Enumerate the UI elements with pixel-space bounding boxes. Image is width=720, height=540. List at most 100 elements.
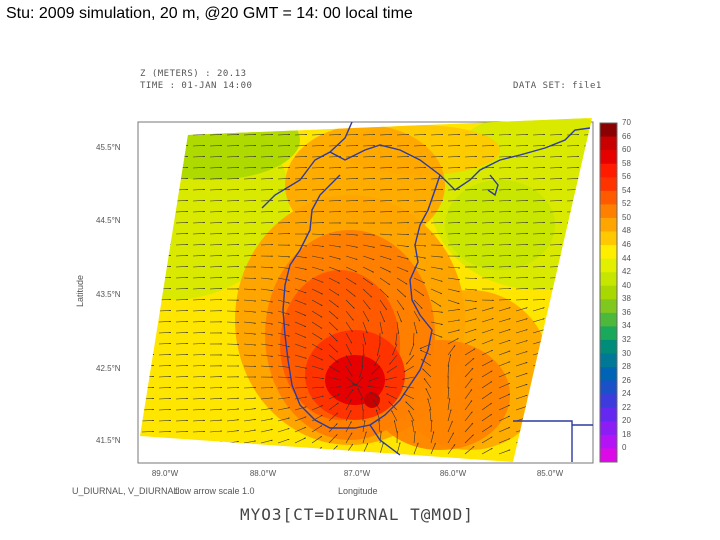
wind-arrow	[277, 365, 291, 368]
wind-arrow	[481, 144, 495, 147]
wind-arrow	[566, 265, 580, 268]
wind-arrow	[532, 144, 546, 147]
wind-arrow	[294, 266, 307, 270]
wind-arrow	[209, 155, 223, 158]
wind-arrow	[515, 307, 528, 312]
wind-arrow	[413, 430, 416, 444]
wind-arrow	[409, 343, 415, 356]
wind-arrow	[362, 144, 376, 147]
wind-arrow	[328, 386, 342, 389]
wind-arrow	[192, 397, 206, 400]
wind-arrow	[175, 397, 189, 400]
wind-arrow	[583, 373, 592, 378]
wind-arrow	[566, 155, 580, 158]
colorbar-label: 52	[622, 199, 631, 209]
wind-arrow	[175, 408, 189, 411]
wind-arrow	[294, 416, 307, 422]
wind-arrow	[311, 133, 325, 136]
wind-arrow	[379, 310, 385, 323]
wind-arrow	[209, 419, 223, 422]
wind-arrow	[498, 415, 511, 422]
wind-arrow	[413, 133, 427, 136]
wind-arrow	[328, 177, 342, 180]
wind-arrow	[328, 332, 338, 342]
wind-arrow	[464, 389, 473, 400]
wind-arrow	[447, 386, 450, 400]
model-label: MYO3[CT=DIURNAL T@MOD]	[240, 505, 474, 524]
wind-arrow	[260, 418, 273, 422]
wind-arrow	[345, 133, 359, 136]
wind-arrow	[311, 210, 325, 213]
wind-arrow	[498, 254, 512, 257]
wind-arrow	[328, 299, 339, 308]
wind-arrow	[566, 362, 579, 367]
wind-arrow	[158, 188, 172, 191]
wind-arrow	[175, 375, 189, 378]
wind-arrow	[481, 447, 493, 455]
wind-arrow	[141, 243, 155, 246]
wind-arrow	[243, 254, 257, 257]
x-tick-label: 87.0°W	[343, 469, 371, 478]
wind-arrow	[192, 364, 206, 367]
wind-arrow	[141, 331, 155, 334]
wind-arrow	[549, 177, 563, 180]
wind-arrow	[362, 332, 367, 345]
wind-arrow	[396, 442, 401, 455]
wind-arrow	[368, 376, 381, 382]
wind-arrow	[209, 221, 223, 224]
wind-arrow	[328, 266, 341, 272]
colorbar-label: 22	[622, 402, 631, 412]
wind-arrow	[328, 376, 341, 381]
wind-arrow	[260, 243, 274, 246]
wind-arrow	[277, 199, 291, 202]
wind-arrow	[345, 343, 352, 355]
wind-arrow	[447, 409, 452, 422]
wind-arrow	[209, 254, 223, 257]
wind-arrow	[396, 166, 410, 169]
wind-arrow	[141, 419, 155, 422]
wind-arrow	[498, 287, 512, 290]
wind-arrow	[311, 386, 325, 389]
wind-arrow	[158, 177, 172, 180]
wind-arrow	[345, 177, 359, 180]
wind-arrow	[345, 421, 352, 433]
wind-arrow	[209, 243, 223, 246]
wind-arrow	[515, 210, 529, 213]
wind-arrow	[447, 133, 461, 136]
wind-arrow	[566, 318, 579, 323]
wind-arrow	[413, 188, 427, 191]
wind-arrow	[498, 449, 511, 455]
colorbar-swatch	[600, 217, 617, 232]
wind-arrow	[425, 388, 432, 400]
wind-arrow	[277, 288, 290, 293]
wind-arrow	[158, 342, 172, 345]
wind-arrow	[175, 309, 189, 312]
wind-arrow	[294, 166, 308, 169]
wind-arrow	[498, 298, 512, 301]
wind-arrow	[345, 233, 359, 236]
colorbar-label: 34	[622, 321, 631, 331]
wind-arrow	[294, 210, 308, 213]
wind-arrow	[294, 437, 306, 444]
wind-arrow	[566, 232, 580, 235]
wind-arrow	[226, 166, 240, 169]
wind-arrow	[192, 419, 206, 422]
wind-arrow	[277, 266, 291, 270]
wind-arrow	[294, 144, 308, 147]
wind-arrow	[328, 188, 342, 191]
wind-arrow	[311, 405, 324, 411]
wind-arrow	[549, 210, 563, 213]
wind-arrow	[464, 318, 477, 323]
wind-arrow	[447, 345, 456, 356]
wind-arrow	[362, 133, 376, 136]
wind-arrow	[396, 188, 410, 191]
wind-arrow	[362, 266, 374, 273]
wind-arrow	[209, 386, 223, 389]
wind-arrow	[226, 144, 240, 147]
wind-arrow	[583, 450, 592, 455]
wind-arrow	[175, 364, 189, 367]
wind-arrow	[294, 277, 307, 282]
wind-arrow	[583, 362, 592, 367]
wind-arrow	[345, 244, 358, 248]
colorbar-label: 56	[622, 172, 631, 182]
